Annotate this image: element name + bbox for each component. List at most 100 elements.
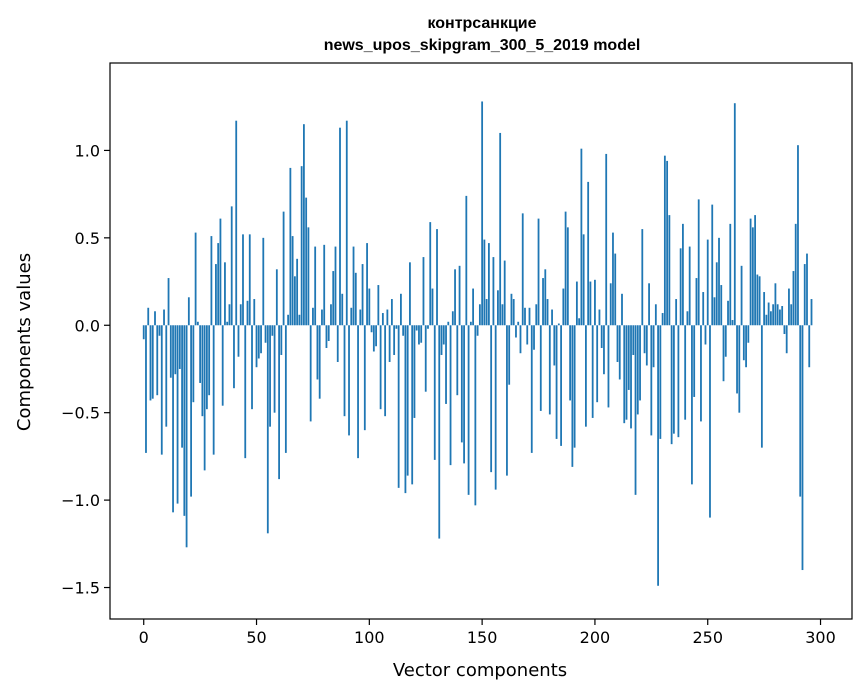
plot-frame xyxy=(109,62,853,620)
bar-262 xyxy=(733,103,736,326)
bar-88 xyxy=(341,293,344,326)
x-tick-label: 100 xyxy=(354,628,385,647)
bar-245 xyxy=(695,278,698,326)
bar-184 xyxy=(557,323,560,326)
bar-92 xyxy=(350,307,353,326)
bar-65 xyxy=(289,167,292,326)
bar-268 xyxy=(747,325,750,343)
bar-227 xyxy=(654,304,657,326)
bar-224 xyxy=(648,283,650,326)
bar-278 xyxy=(769,311,772,326)
x-tick-label: 250 xyxy=(692,628,723,647)
bar-254 xyxy=(715,262,718,326)
bar-206 xyxy=(607,325,610,408)
bar-215 xyxy=(627,325,630,390)
bar-269 xyxy=(749,218,752,326)
bar-149 xyxy=(478,304,481,326)
bar-260 xyxy=(729,223,732,326)
bar-67 xyxy=(293,276,296,326)
bar-243 xyxy=(691,325,693,485)
bar-83 xyxy=(330,304,332,326)
bar-251 xyxy=(709,325,711,518)
bar-187 xyxy=(564,211,567,326)
bar-281 xyxy=(776,304,779,326)
bar-194 xyxy=(580,148,583,326)
bar-63 xyxy=(284,325,287,453)
bar-292 xyxy=(801,325,804,571)
bar-51 xyxy=(257,325,260,359)
y-tick-label: −0.5 xyxy=(61,404,100,423)
bar-12 xyxy=(169,325,172,378)
y-tick-label: 0.0 xyxy=(75,316,100,335)
y-tick-label: 0.5 xyxy=(75,229,100,248)
bar-77 xyxy=(316,325,319,380)
bar-170 xyxy=(526,325,529,345)
bar-150 xyxy=(481,101,484,326)
bar-6 xyxy=(156,325,159,396)
bar-233 xyxy=(668,215,671,326)
bar-239 xyxy=(682,223,684,326)
bar-258 xyxy=(724,325,727,357)
bar-38 xyxy=(228,304,231,326)
bar-37 xyxy=(226,321,229,326)
bar-3 xyxy=(149,325,152,401)
bar-264 xyxy=(738,325,741,413)
bar-246 xyxy=(697,199,700,326)
bar-108 xyxy=(386,309,389,326)
bar-232 xyxy=(666,160,669,326)
bar-57 xyxy=(271,325,274,336)
bar-111 xyxy=(393,325,396,355)
bar-290 xyxy=(797,145,799,326)
bar-230 xyxy=(661,313,664,326)
bar-123 xyxy=(420,325,423,343)
bar-189 xyxy=(569,325,572,401)
bar-154 xyxy=(490,325,493,473)
bar-218 xyxy=(634,325,637,495)
bar-100 xyxy=(368,288,371,326)
bar-226 xyxy=(652,325,655,368)
bar-277 xyxy=(767,302,770,326)
bar-103 xyxy=(375,325,377,347)
bar-99 xyxy=(366,243,368,326)
bar-56 xyxy=(269,325,271,427)
bar-190 xyxy=(571,325,574,467)
bar-93 xyxy=(352,246,355,326)
bar-102 xyxy=(372,325,375,352)
bar-235 xyxy=(672,325,675,434)
bar-276 xyxy=(765,314,768,326)
bar-286 xyxy=(788,288,790,326)
bar-177 xyxy=(542,278,544,326)
bar-213 xyxy=(623,325,626,424)
x-tick-label: 150 xyxy=(467,628,498,647)
bar-119 xyxy=(411,325,414,485)
bar-159 xyxy=(501,304,504,326)
bar-143 xyxy=(465,195,468,326)
bar-117 xyxy=(406,325,409,476)
x-tick-label: 50 xyxy=(246,628,266,647)
bar-58 xyxy=(273,325,276,413)
bar-42 xyxy=(237,325,240,357)
bar-180 xyxy=(548,325,551,415)
bar-202 xyxy=(598,309,601,326)
bar-186 xyxy=(562,288,565,326)
bar-61 xyxy=(280,325,283,355)
bar-49 xyxy=(253,299,256,326)
bar-181 xyxy=(551,309,553,326)
bar-182 xyxy=(553,325,556,366)
bar-62 xyxy=(282,211,285,326)
bar-25 xyxy=(199,325,202,383)
bar-118 xyxy=(409,262,411,326)
x-tick-label: 300 xyxy=(805,628,836,647)
bar-47 xyxy=(248,234,251,326)
bar-80 xyxy=(323,244,326,326)
bar-248 xyxy=(702,292,705,326)
bar-195 xyxy=(582,234,585,326)
bar-112 xyxy=(395,325,398,329)
bar-128 xyxy=(431,288,434,326)
bar-8 xyxy=(160,325,163,455)
bar-130 xyxy=(436,229,438,326)
bar-153 xyxy=(487,243,490,326)
bar-106 xyxy=(381,313,384,326)
bar-43 xyxy=(239,304,242,326)
